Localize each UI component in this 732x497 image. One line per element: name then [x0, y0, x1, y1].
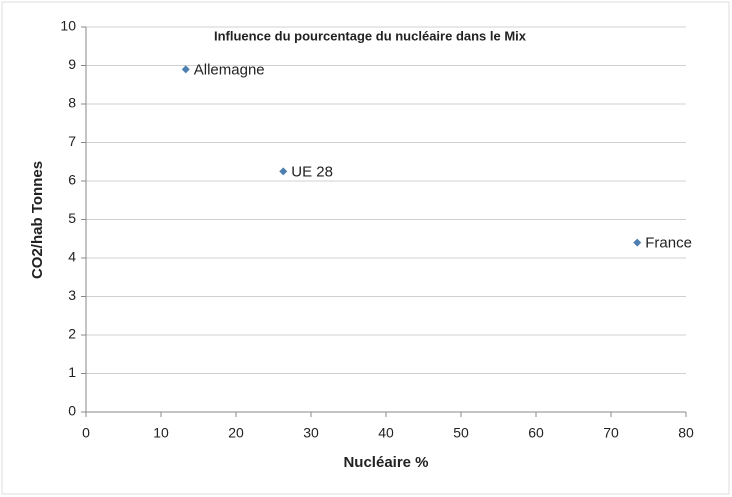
y-tick-label: 0: [68, 403, 76, 419]
x-tick-label: 10: [153, 425, 169, 441]
y-tick-label: 7: [68, 133, 76, 149]
x-tick-label: 0: [82, 425, 90, 441]
x-tick-label: 20: [228, 425, 244, 441]
y-tick-label: 2: [68, 326, 76, 342]
point: [279, 167, 288, 176]
y-tick-label: 4: [68, 249, 76, 265]
y-tick-label: 3: [68, 287, 76, 303]
point-label: Allemagne: [194, 61, 265, 78]
x-tick-label: 80: [678, 425, 694, 441]
y-tick-label: 6: [68, 172, 76, 188]
x-tick-label: 70: [603, 425, 619, 441]
y-tick-label: 9: [68, 56, 76, 72]
x-tick-label: 30: [303, 425, 319, 441]
x-tick-label: 40: [378, 425, 394, 441]
point: [181, 65, 190, 74]
y-tick-label: 1: [68, 364, 76, 380]
point-label: France: [645, 235, 692, 252]
chart-title: Influence du pourcentage du nucléaire da…: [214, 28, 527, 43]
y-tick-label: 5: [68, 210, 76, 226]
x-tick-label: 60: [528, 425, 544, 441]
x-tick-label: 50: [453, 425, 469, 441]
point-label: UE 28: [291, 163, 333, 180]
x-axis-label: Nucléaire %: [343, 454, 428, 471]
y-tick-label: 10: [60, 18, 76, 34]
y-axis-label: CO2/hab Tonnes: [29, 161, 46, 279]
y-tick-label: 8: [68, 95, 76, 111]
point: [633, 238, 642, 247]
